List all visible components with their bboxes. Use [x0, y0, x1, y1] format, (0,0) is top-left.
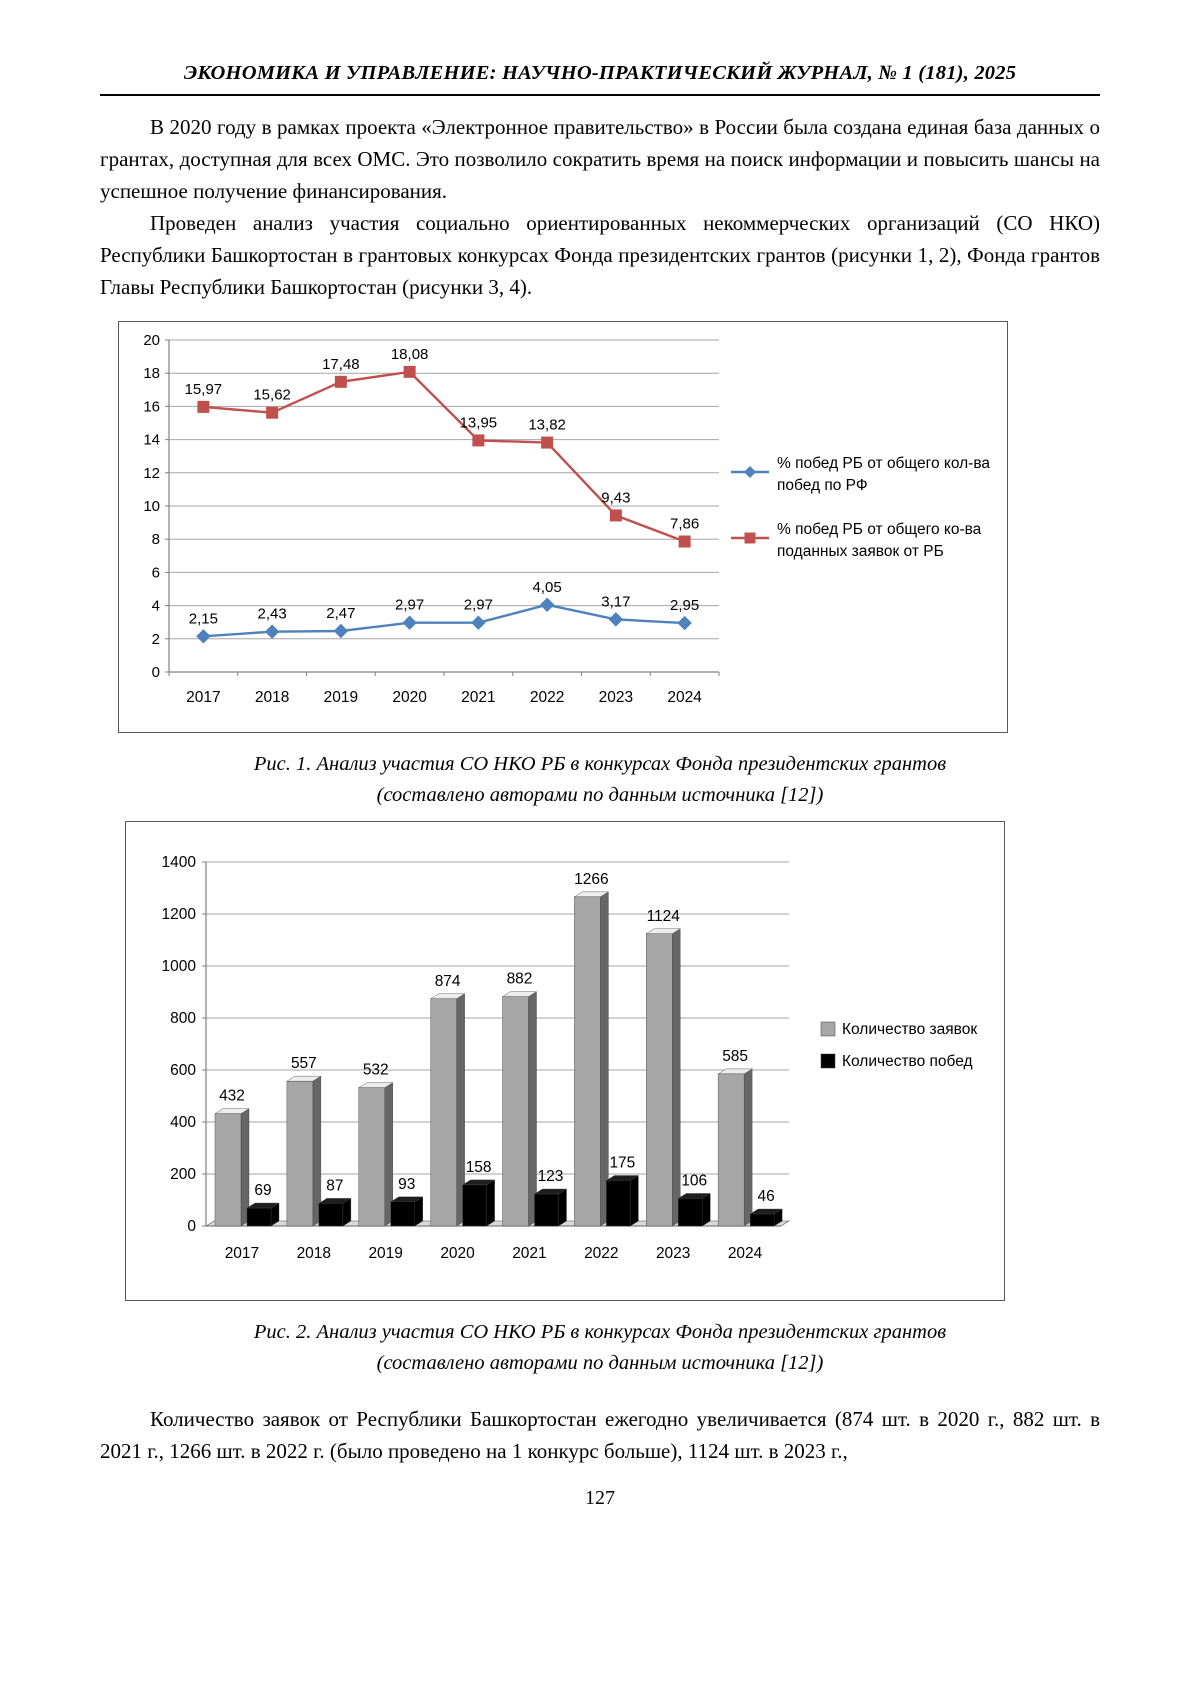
svg-text:800: 800 — [170, 1010, 196, 1027]
svg-text:0: 0 — [152, 664, 160, 681]
svg-text:8: 8 — [152, 532, 160, 549]
svg-text:600: 600 — [170, 1062, 196, 1079]
svg-text:13,82: 13,82 — [528, 417, 566, 434]
svg-text:4: 4 — [152, 598, 160, 615]
svg-text:2021: 2021 — [461, 689, 495, 706]
svg-text:6: 6 — [152, 565, 160, 582]
svg-text:93: 93 — [398, 1176, 415, 1193]
svg-text:% побед РБ от общего ко-ва: % побед РБ от общего ко-ва — [777, 521, 982, 538]
svg-text:2019: 2019 — [324, 689, 358, 706]
svg-text:% побед РБ от общего кол-ва: % побед РБ от общего кол-ва — [777, 455, 990, 472]
svg-text:14: 14 — [143, 432, 160, 449]
svg-text:2018: 2018 — [255, 689, 289, 706]
svg-text:2022: 2022 — [530, 689, 564, 706]
figure-2-caption-line2: (составлено авторами по данным источника… — [376, 1351, 824, 1374]
svg-text:69: 69 — [254, 1182, 271, 1199]
figure-1-caption-line1: Рис. 1. Анализ участия СО НКО РБ в конку… — [253, 753, 947, 776]
svg-text:9,43: 9,43 — [601, 490, 630, 507]
svg-text:87: 87 — [326, 1177, 343, 1194]
svg-text:46: 46 — [758, 1188, 775, 1205]
svg-text:2,95: 2,95 — [670, 597, 699, 614]
journal-header-title: ЭКОНОМИКА И УПРАВЛЕНИЕ: НАУЧНО-ПРАКТИЧЕС… — [183, 62, 1017, 84]
paragraph-conclusion: Количество заявок от Республики Башкорто… — [100, 1407, 1100, 1464]
svg-text:20: 20 — [143, 332, 160, 349]
svg-text:17,48: 17,48 — [322, 356, 360, 373]
svg-text:7,86: 7,86 — [670, 516, 699, 533]
svg-text:Количество побед: Количество побед — [842, 1053, 973, 1070]
svg-text:158: 158 — [466, 1159, 492, 1176]
svg-text:2021: 2021 — [512, 1245, 546, 1262]
svg-text:18,08: 18,08 — [391, 346, 429, 363]
svg-text:2019: 2019 — [368, 1245, 402, 1262]
svg-text:3,17: 3,17 — [601, 594, 630, 611]
svg-text:2: 2 — [152, 631, 160, 648]
svg-text:874: 874 — [435, 973, 461, 990]
svg-text:1400: 1400 — [162, 854, 197, 871]
svg-text:532: 532 — [363, 1062, 389, 1079]
svg-text:1200: 1200 — [162, 906, 197, 923]
figure-1-frame: 0 2 4 6 8 10 12 14 16 18 20 2017 2018 2019 2020 2021 202… — [118, 321, 1008, 734]
svg-text:18: 18 — [143, 366, 160, 383]
svg-text:0: 0 — [187, 1218, 196, 1235]
page-number: 127 — [585, 1487, 615, 1509]
svg-text:побед по РФ: побед по РФ — [777, 477, 868, 494]
svg-text:400: 400 — [170, 1114, 196, 1131]
svg-text:16: 16 — [143, 399, 160, 416]
svg-text:2023: 2023 — [656, 1245, 690, 1262]
figure-1-caption: Рис. 1. Анализ участия СО НКО РБ в конку… — [100, 749, 1100, 811]
svg-text:2,47: 2,47 — [326, 605, 355, 622]
svg-text:1000: 1000 — [162, 958, 197, 975]
svg-text:15,97: 15,97 — [185, 381, 223, 398]
svg-text:1266: 1266 — [574, 871, 608, 888]
svg-text:поданных заявок от РБ: поданных заявок от РБ — [777, 543, 944, 560]
paragraph-analysis: Проведен анализ участия социально ориент… — [100, 210, 1100, 299]
svg-text:2017: 2017 — [186, 689, 220, 706]
svg-text:1124: 1124 — [647, 908, 681, 925]
svg-text:2017: 2017 — [225, 1245, 259, 1262]
svg-text:882: 882 — [507, 971, 533, 988]
fig1-line-chart: 0 2 4 6 8 10 12 14 16 18 20 2017 2018 2019 2020 2021 202… — [143, 332, 990, 706]
svg-text:12: 12 — [143, 465, 160, 482]
svg-text:2,97: 2,97 — [395, 597, 424, 614]
svg-text:200: 200 — [170, 1166, 196, 1183]
svg-text:15,62: 15,62 — [253, 387, 291, 404]
svg-text:2023: 2023 — [599, 689, 633, 706]
svg-text:175: 175 — [609, 1154, 635, 1171]
svg-text:2024: 2024 — [667, 689, 702, 706]
svg-text:557: 557 — [291, 1055, 317, 1072]
figure-2-caption: Рис. 2. Анализ участия СО НКО РБ в конку… — [100, 1317, 1100, 1379]
svg-text:2024: 2024 — [728, 1245, 763, 1262]
svg-text:2018: 2018 — [297, 1245, 331, 1262]
svg-text:10: 10 — [143, 498, 160, 515]
svg-text:123: 123 — [538, 1168, 564, 1185]
figure-1-caption-line2: (составлено авторами по данным источника… — [376, 784, 824, 807]
svg-text:2020: 2020 — [440, 1245, 475, 1262]
svg-text:2,15: 2,15 — [189, 611, 218, 628]
svg-text:2020: 2020 — [392, 689, 427, 706]
figure-2-frame: 0 200 400 600 800 1000 1200 1400 432 69 2017 557 87 2… — [125, 820, 1005, 1301]
svg-text:4,05: 4,05 — [533, 579, 562, 596]
svg-text:2,43: 2,43 — [258, 606, 287, 623]
figure-2-caption-line1: Рис. 2. Анализ участия СО НКО РБ в конку… — [253, 1320, 947, 1343]
svg-text:2022: 2022 — [584, 1245, 618, 1262]
svg-text:2,97: 2,97 — [464, 597, 493, 614]
svg-text:13,95: 13,95 — [460, 415, 498, 432]
svg-text:585: 585 — [722, 1048, 748, 1065]
header-rule — [100, 94, 1100, 96]
fig2-bar-chart: 0 200 400 600 800 1000 1200 1400 432 69 2017 557 87 2… — [162, 854, 978, 1262]
paragraph-intro: В 2020 году в рамках проекта «Электронно… — [100, 115, 1100, 203]
svg-text:106: 106 — [681, 1172, 707, 1189]
svg-text:Количество заявок: Количество заявок — [842, 1021, 977, 1038]
svg-text:432: 432 — [219, 1088, 245, 1105]
